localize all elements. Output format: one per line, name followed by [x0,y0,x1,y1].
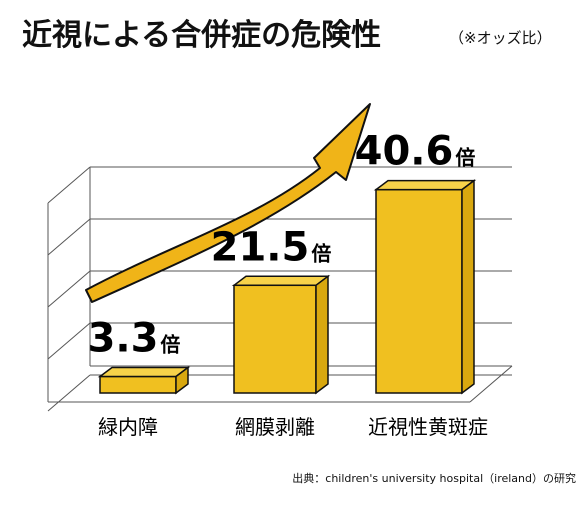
bar-side [461,179,475,395]
gridline [47,218,91,256]
value-label: 3.3 倍 [88,315,181,361]
bar [97,365,191,395]
bar-front [99,375,177,394]
value-unit: 倍 [160,332,180,356]
value-number: 3.3 [88,315,159,361]
gridline [47,374,91,412]
bar-top [97,366,191,378]
bar-top [373,179,477,191]
gridline [47,322,91,360]
source-note: 出典：children's university hospital（irelan… [292,471,576,485]
trend-arrow-shape [85,103,371,303]
bar [231,274,331,395]
gridline [47,166,91,204]
bar-side [315,274,329,395]
gridline [47,270,91,308]
category-label: 近視性黄斑症 [368,415,488,439]
category-label: 緑内障 [98,415,158,439]
category-label: 網膜剥離 [235,415,315,439]
chart-title: 近視による合併症の危険性 [22,18,381,53]
value-label: 21.5 倍 [211,224,332,270]
value-number: 21.5 [211,224,310,270]
value-label: 40.6 倍 [355,129,476,175]
bars [97,179,477,395]
chart-title-note: （※オッズ比） [449,29,552,47]
bar [373,179,477,395]
bar-front [233,284,317,394]
value-unit: 倍 [311,241,331,265]
floor-right-edge [469,365,513,403]
trend-arrow [85,103,371,303]
bar-side [175,365,189,395]
bar-top [231,275,331,287]
value-number: 40.6 [355,129,454,175]
bar-front [375,188,463,394]
value-unit: 倍 [455,146,475,170]
